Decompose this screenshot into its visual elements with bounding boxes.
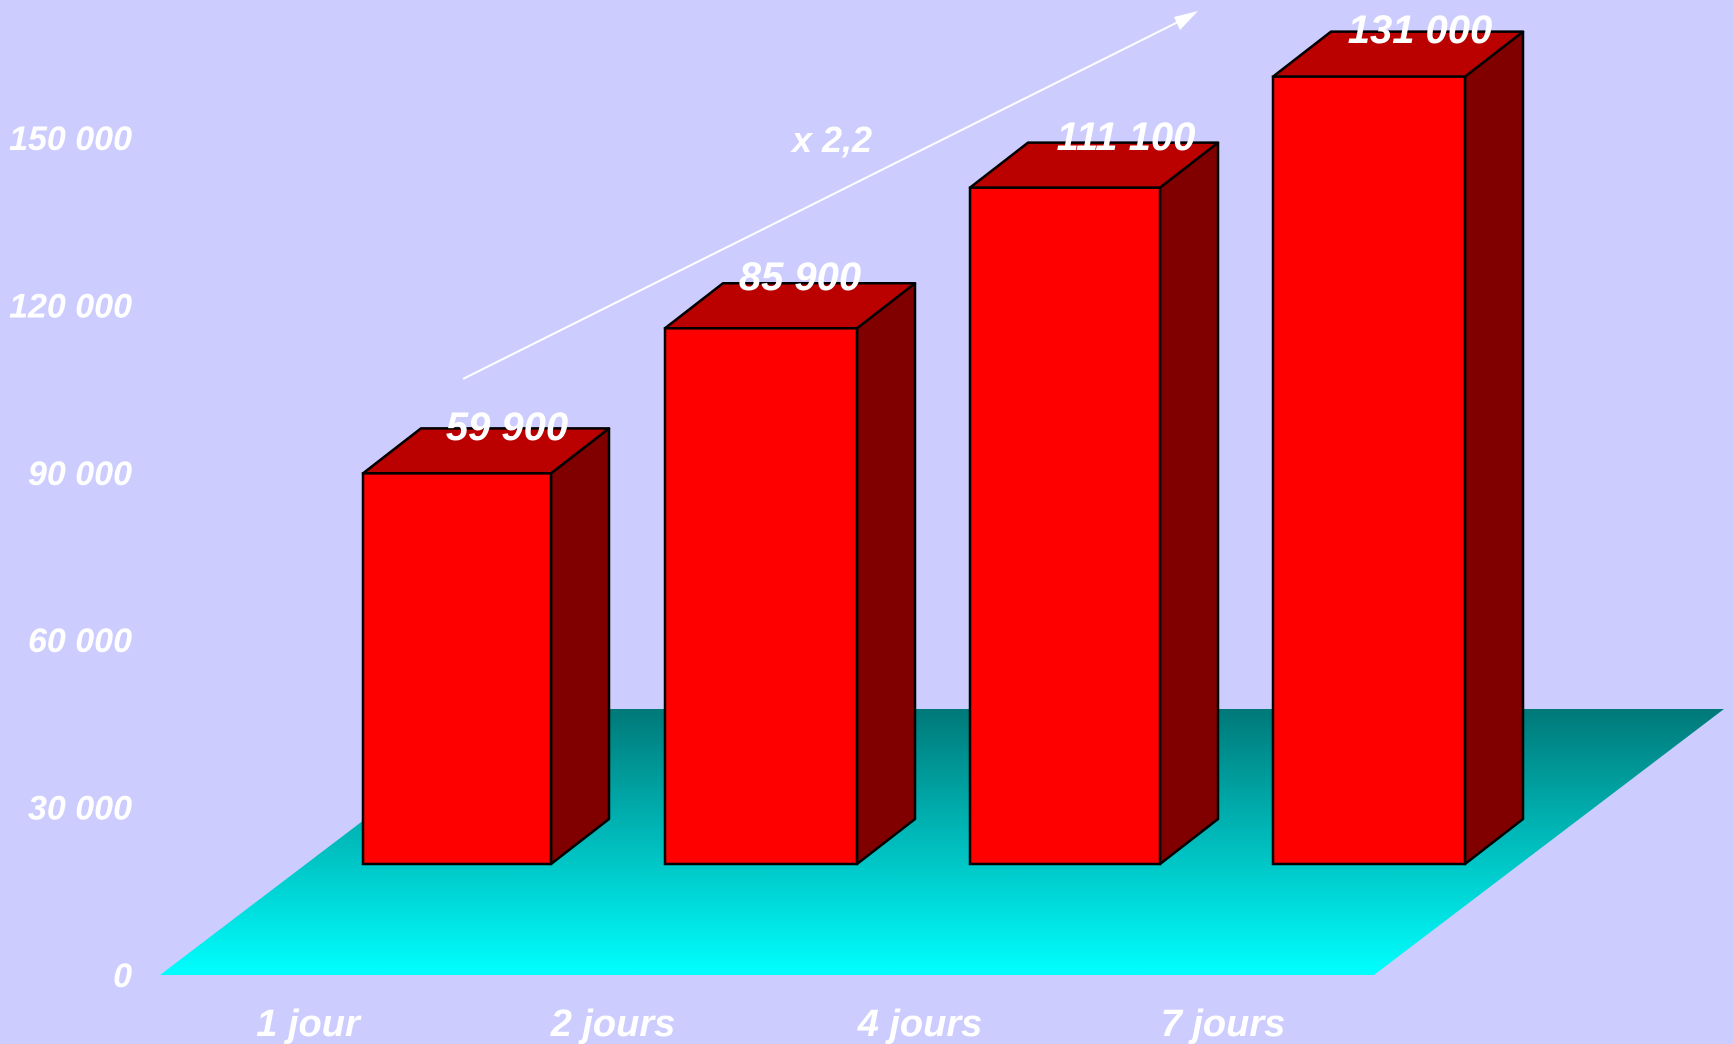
x-axis-tick-labels: 1 jour 2 jours 4 jours 7 jours [256,1003,1285,1044]
growth-annotation-label: x 2,2 [790,119,872,160]
bar-side-face [551,428,609,864]
growth-arrow-head [1174,11,1198,30]
y-axis-tick-labels: 0 30 000 60 000 90 000 120 000 150 000 [9,120,132,995]
y-tick-label: 120 000 [9,287,132,325]
bar [1273,32,1523,864]
y-tick-label: 90 000 [28,455,132,493]
bar [665,283,915,864]
x-tick-label: 7 jours [1161,1003,1286,1044]
bar [970,143,1218,864]
data-label: 59 900 [446,405,568,449]
bar-side-face [1160,143,1218,864]
bar-side-face [857,283,915,864]
bar-front-face [363,473,551,864]
y-tick-label: 150 000 [9,120,132,158]
bar-front-face [970,188,1160,864]
data-label: 111 100 [1057,115,1196,159]
x-tick-label: 2 jours [550,1003,676,1044]
x-tick-label: 1 jour [256,1003,362,1044]
bar [363,428,609,864]
y-tick-label: 60 000 [28,622,132,660]
y-tick-label: 0 [113,957,132,995]
bar-front-face [1273,77,1465,864]
x-tick-label: 4 jours [857,1003,983,1044]
data-label: 85 900 [739,255,861,299]
bar-front-face [665,328,857,864]
bar-side-face [1465,32,1523,864]
y-tick-label: 30 000 [28,790,132,828]
data-label: 131 000 [1348,8,1493,52]
